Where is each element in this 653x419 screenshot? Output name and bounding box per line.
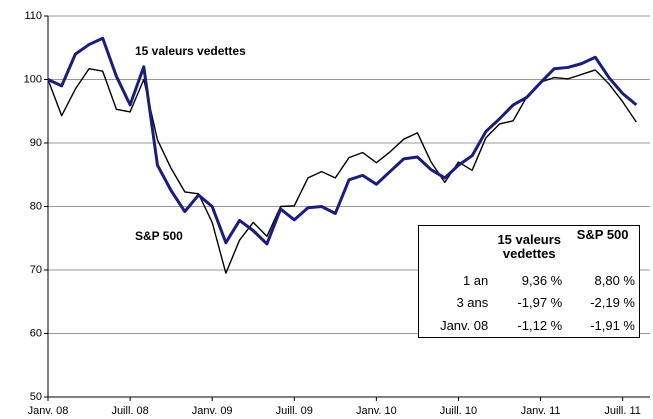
table-cell: -1,91 % bbox=[590, 318, 635, 334]
table-cell: 9,36 % bbox=[521, 272, 563, 288]
x-tick-label: Janv. 08 bbox=[28, 405, 69, 417]
table-cell: 1 an bbox=[462, 272, 489, 288]
table-cell: -1,12 % bbox=[517, 318, 563, 334]
series-label: 15 valeurs vedettes bbox=[135, 44, 246, 58]
table-cell: 3 ans bbox=[456, 295, 489, 311]
x-tick-label: Janv. 10 bbox=[356, 405, 397, 417]
table-row: 1 an 9,36 % 8,80 % bbox=[419, 269, 640, 292]
table-row: 3 ans -1,97 % -2,19 % bbox=[419, 291, 640, 314]
x-tick-label: Juill. 10 bbox=[440, 405, 477, 417]
y-tick-label: 100 bbox=[24, 73, 42, 85]
stats-table: 15 valeurs vedettes S&P 500 1 an 9,36 % 8,… bbox=[418, 225, 640, 338]
y-tick-label: 70 bbox=[30, 264, 42, 276]
x-tick-label: Juill. 08 bbox=[111, 405, 148, 417]
col-header: 15 valeurs vedettes bbox=[497, 232, 562, 262]
x-tick-label: Juill. 09 bbox=[276, 405, 313, 417]
table-row: Janv. 08 -1,12 % -1,91 % bbox=[419, 314, 640, 337]
y-tick-label: 50 bbox=[30, 391, 42, 403]
y-tick-label: 60 bbox=[30, 327, 42, 339]
series-label: S&P 500 bbox=[135, 229, 183, 243]
table-cell: -2,19 % bbox=[590, 295, 635, 311]
x-tick-label: Juill. 11 bbox=[604, 405, 640, 417]
x-tick-label: Janv. 09 bbox=[192, 405, 233, 417]
y-tick-label: 80 bbox=[30, 200, 42, 212]
corner bbox=[419, 226, 493, 269]
line-series bbox=[47, 36, 638, 246]
table-cell: 8,80 % bbox=[594, 272, 635, 288]
table-cell: -1,97 % bbox=[517, 295, 563, 311]
y-tick-label: 110 bbox=[24, 10, 42, 22]
y-tick-label: 90 bbox=[30, 137, 42, 149]
col-header: S&P 500 bbox=[576, 227, 629, 242]
table-cell: Janv. 08 bbox=[440, 318, 489, 334]
x-tick-label: Janv. 11 bbox=[521, 405, 561, 417]
